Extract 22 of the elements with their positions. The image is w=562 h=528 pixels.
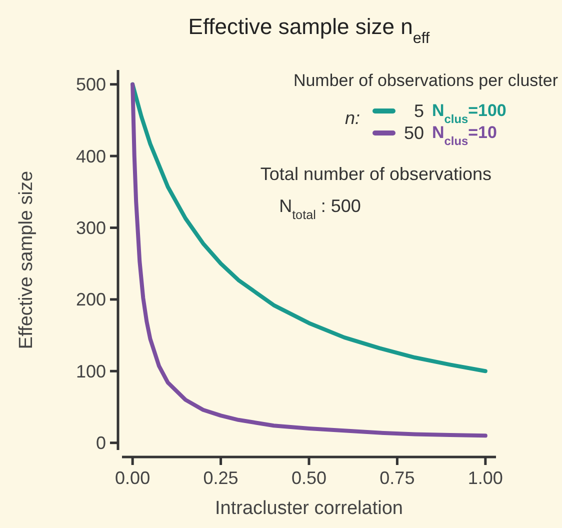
x-tick-label: 0.00 <box>115 468 150 488</box>
annotation: N$_{clus}$=10 <box>432 123 497 148</box>
legend-label: 5 <box>414 101 424 121</box>
x-tick-label: 0.50 <box>291 468 327 488</box>
legend-title: Number of observations per cluster <box>293 71 558 90</box>
annotation: Total number of observations <box>260 164 492 184</box>
y-tick-label: 400 <box>76 146 106 166</box>
y-axis-title: Effective sample size <box>16 170 37 350</box>
annotation: n: <box>345 108 360 128</box>
y-tick-label: 200 <box>76 290 106 310</box>
x-tick-label: 0.75 <box>380 468 415 488</box>
y-tick-label: 500 <box>76 74 106 95</box>
y-tick-label: 0 <box>96 433 106 454</box>
x-tick-label: 0.25 <box>203 468 238 488</box>
y-tick-label: 300 <box>76 218 106 238</box>
legend-label: 50 <box>404 123 424 143</box>
x-axis-title: Intracluster correlation <box>215 498 403 519</box>
x-tick-label: 1.00 <box>468 468 503 488</box>
annotation: N$_{clus}$=100 <box>432 101 506 126</box>
chart-title: Effective sample size n$_{eff}$ <box>188 14 430 46</box>
annotation: N$_{total}$ : 500 <box>279 196 361 222</box>
y-tick-label: 100 <box>76 361 106 382</box>
